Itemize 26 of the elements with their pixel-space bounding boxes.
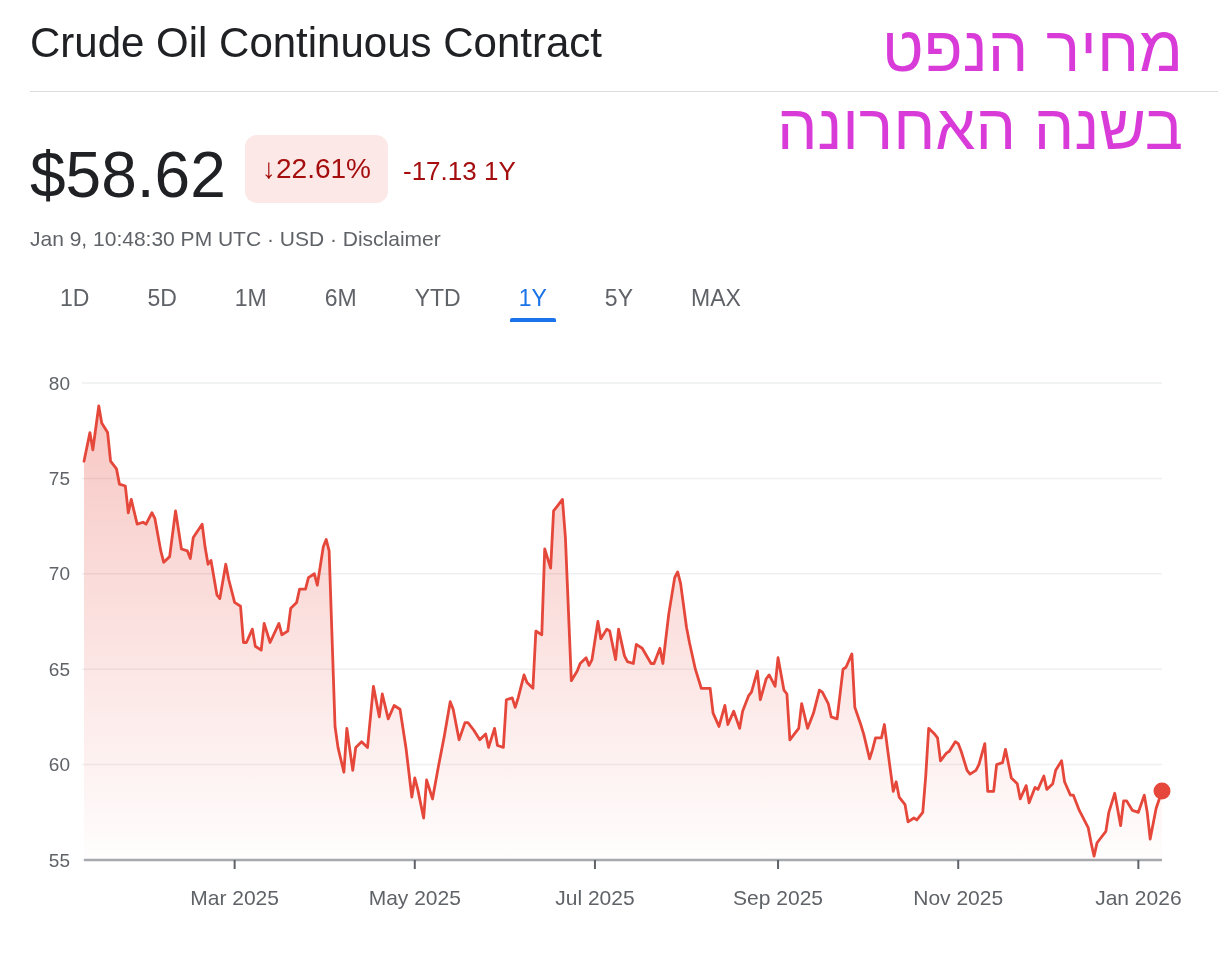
x-tick-label: May 2025 <box>368 886 461 909</box>
text: MAX <box>691 284 741 311</box>
text: 1D <box>60 284 90 311</box>
y-tick-label: 75 <box>48 467 70 489</box>
chart-title: Crude Oil Continuous Contract <box>30 19 602 67</box>
text: 5Y <box>604 284 633 311</box>
chart-subtitle: מחיר הנפט בשנה האחרונה <box>775 12 1183 165</box>
text: YTD <box>414 284 461 311</box>
x-tick-label: Jul 2025 <box>555 886 635 909</box>
x-tick-label: Mar 2025 <box>190 886 279 909</box>
text: Jan 9, 10:48:30 PM UTC · USD · Disclaimer <box>30 227 441 251</box>
x-tick-label: Sep 2025 <box>733 886 824 909</box>
text: -17.13 1Y <box>403 155 516 186</box>
text: 5D <box>147 284 177 311</box>
text: 6M <box>324 284 357 311</box>
x-tick-label: Jan 2026 <box>1095 886 1182 909</box>
y-tick-label: 70 <box>48 563 70 585</box>
text: 1M <box>234 284 267 311</box>
y-tick-label: 80 <box>48 372 70 394</box>
x-tick-label: Nov 2025 <box>913 886 1004 909</box>
y-tick-label: 65 <box>48 658 70 680</box>
text: ↓22.61% <box>245 135 388 203</box>
text: $58.62 <box>30 138 226 211</box>
y-tick-label: 60 <box>48 754 70 776</box>
text: 1Y <box>518 284 547 311</box>
y-tick-label: 55 <box>48 849 70 871</box>
